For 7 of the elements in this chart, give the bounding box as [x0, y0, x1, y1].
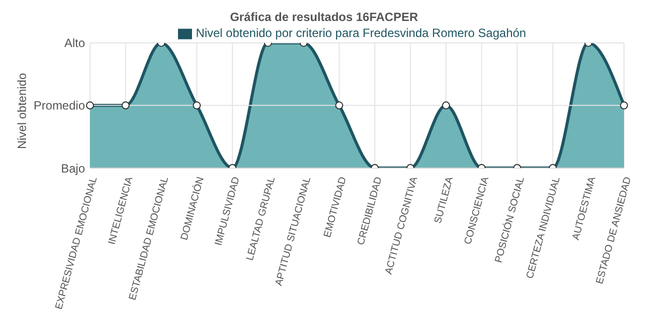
- text: Promedio: [34, 98, 86, 113]
- text: Alto: [64, 36, 86, 50]
- x-tick-label: LEALTAD GRUPAL: [244, 175, 278, 262]
- chart-title: Gráfica de resultados 16FACPER: [228, 9, 420, 26]
- text: Bajo: [60, 161, 86, 176]
- y-axis-title: Nivel obtenido: [15, 72, 29, 152]
- legend-label: Nivel obtenido por criterio para Fredesvinda Romero Sagahón: [196, 26, 526, 40]
